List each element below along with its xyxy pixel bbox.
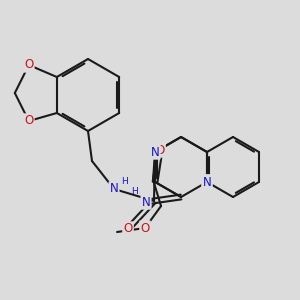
Text: H: H — [131, 188, 137, 196]
Text: O: O — [140, 221, 150, 235]
Text: N: N — [202, 176, 211, 188]
Text: O: O — [24, 115, 33, 128]
Text: O: O — [155, 143, 165, 157]
Text: N: N — [142, 196, 150, 208]
Text: N: N — [202, 176, 211, 188]
Text: H: H — [121, 176, 128, 185]
Text: N: N — [110, 182, 118, 196]
Text: O: O — [123, 223, 133, 236]
Text: O: O — [24, 58, 33, 71]
Text: N: N — [151, 146, 159, 158]
